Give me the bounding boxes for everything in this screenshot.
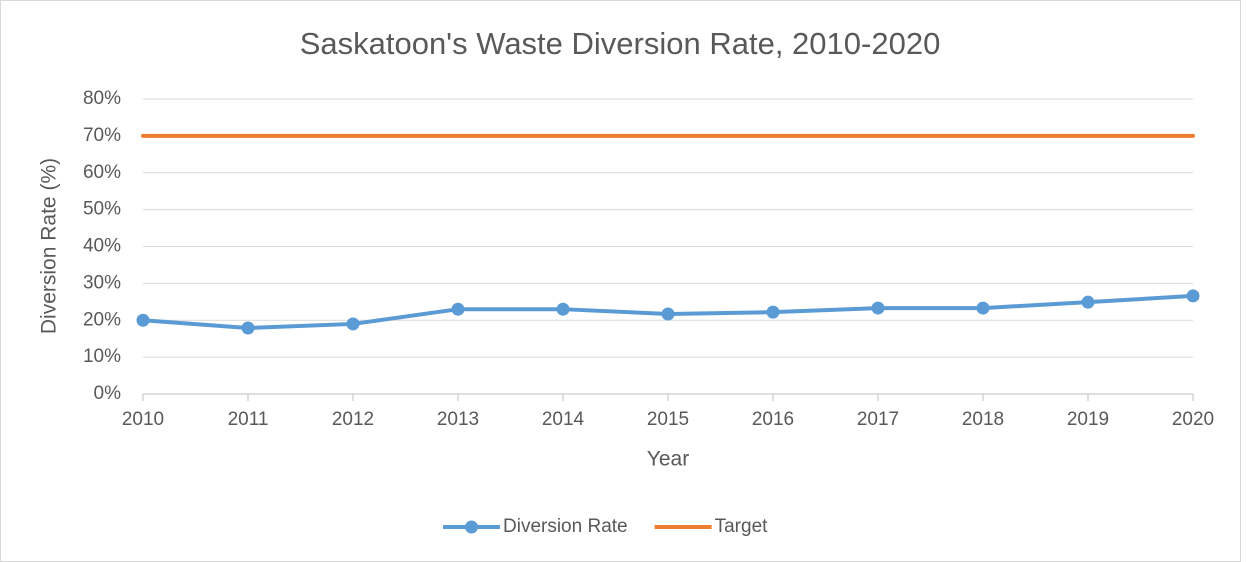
x-axis-label: Year: [647, 448, 689, 471]
y-tick-label: 10%: [83, 346, 121, 367]
y-tick-label: 20%: [83, 309, 121, 330]
data-point: [346, 317, 360, 331]
x-tick-label: 2018: [962, 409, 1004, 430]
data-point: [1186, 289, 1200, 303]
x-tick-label: 2020: [1172, 409, 1214, 430]
x-tick-label: 2011: [228, 409, 269, 430]
legend-label: Target: [715, 516, 769, 537]
data-point: [766, 305, 780, 319]
x-tick-label: 2012: [332, 409, 374, 430]
x-tick-label: 2013: [437, 409, 479, 430]
x-tick-label: 2017: [857, 409, 899, 430]
x-tick-label: 2015: [647, 409, 689, 430]
data-point: [871, 301, 885, 315]
y-tick-label: 70%: [83, 125, 121, 146]
y-tick-label: 50%: [83, 199, 121, 220]
y-tick-label: 40%: [83, 236, 121, 257]
data-point: [661, 307, 675, 321]
y-tick-label: 30%: [83, 272, 121, 293]
data-point: [136, 313, 150, 327]
data-point: [241, 321, 255, 335]
data-point: [451, 302, 465, 316]
data-point: [556, 302, 570, 316]
y-tick-label: 60%: [83, 162, 121, 183]
data-point: [976, 301, 990, 315]
x-tick-label: 2019: [1067, 409, 1109, 430]
legend-label: Diversion Rate: [503, 516, 628, 537]
y-tick-label: 80%: [83, 88, 121, 109]
legend-marker: [465, 520, 478, 534]
y-axis-label: Diversion Rate (%): [38, 158, 61, 334]
y-tick-label: 0%: [94, 383, 122, 404]
x-tick-label: 2010: [122, 409, 164, 430]
x-tick-label: 2014: [542, 409, 585, 430]
chart-title: Saskatoon's Waste Diversion Rate, 2010-2…: [300, 26, 941, 61]
x-tick-label: 2016: [752, 409, 794, 430]
data-point: [1081, 295, 1095, 309]
